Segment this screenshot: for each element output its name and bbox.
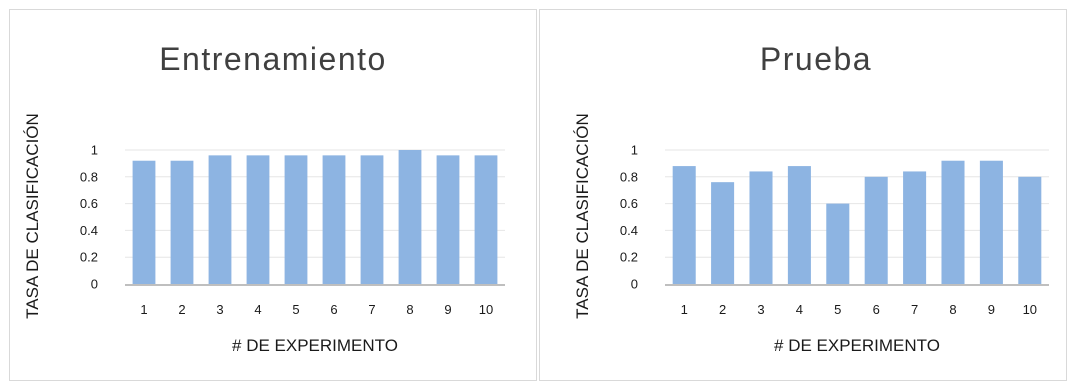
y-tick-label: 0 xyxy=(631,277,638,292)
x-tick-label: 6 xyxy=(330,302,337,317)
x-tick-labels: 1 2 3 4 5 6 7 8 9 10 xyxy=(681,302,1037,317)
bar-5 xyxy=(826,203,850,284)
x-tick-label: 4 xyxy=(254,302,261,317)
x-tick-label: 6 xyxy=(873,302,880,317)
y-tick-label: 0.6 xyxy=(620,196,638,211)
bar-9 xyxy=(436,155,460,284)
x-tick-label: 1 xyxy=(140,302,147,317)
bar-5 xyxy=(284,155,308,284)
y-tick-labels: 0 0.2 0.4 0.6 0.8 1 xyxy=(80,143,98,292)
bar-1 xyxy=(672,166,696,284)
bar-2 xyxy=(711,182,735,284)
x-tick-label: 9 xyxy=(444,302,451,317)
x-tick-label: 5 xyxy=(834,302,841,317)
bar-2 xyxy=(170,160,194,284)
y-tick-labels: 0 0.2 0.4 0.6 0.8 1 xyxy=(620,143,638,292)
y-axis-title: TASA DE CLASIFICACIÓN xyxy=(23,113,42,319)
chart-panel-prueba: Prueba 0 0.2 0.4 0.6 0.8 1 1 2 3 4 5 6 7 8 9 10 TASA D… xyxy=(539,9,1067,381)
x-tick-label: 7 xyxy=(368,302,375,317)
bar-4 xyxy=(246,155,270,284)
x-tick-label: 9 xyxy=(988,302,995,317)
y-tick-label: 1 xyxy=(631,143,638,158)
chart-title: Entrenamiento xyxy=(159,41,387,77)
y-tick-label: 1 xyxy=(91,143,98,158)
bar-6 xyxy=(864,176,888,284)
bar-1 xyxy=(132,160,156,284)
x-tick-label: 3 xyxy=(216,302,223,317)
bar-7 xyxy=(903,171,927,284)
x-tick-label: 2 xyxy=(178,302,185,317)
bar-3 xyxy=(749,171,773,284)
y-tick-label: 0.6 xyxy=(80,196,98,211)
y-tick-label: 0.4 xyxy=(620,223,638,238)
bars xyxy=(132,150,498,284)
x-tick-label: 7 xyxy=(911,302,918,317)
x-tick-label: 10 xyxy=(1023,302,1037,317)
y-tick-label: 0 xyxy=(91,277,98,292)
y-tick-label: 0.8 xyxy=(80,169,98,184)
y-tick-label: 0.4 xyxy=(80,223,98,238)
bar-8 xyxy=(941,160,965,284)
x-tick-label: 2 xyxy=(719,302,726,317)
y-tick-label: 0.2 xyxy=(620,250,638,265)
bar-3 xyxy=(208,155,232,284)
y-axis-title: TASA DE CLASIFICACIÓN xyxy=(573,113,592,319)
x-tick-label: 8 xyxy=(406,302,413,317)
x-axis-title: # DE EXPERIMENTO xyxy=(232,336,398,355)
bar-10 xyxy=(474,155,498,284)
x-tick-label: 10 xyxy=(479,302,493,317)
x-tick-label: 4 xyxy=(796,302,803,317)
chart-title: Prueba xyxy=(760,41,872,77)
chart-entrenamiento: Entrenamiento 0 0.2 0.4 0.6 0.8 1 1 2 3 4 5 6 7 8 9 10… xyxy=(23,41,505,355)
x-tick-label: 5 xyxy=(292,302,299,317)
bar-6 xyxy=(322,155,346,284)
bars xyxy=(672,160,1042,284)
y-tick-label: 0.8 xyxy=(620,169,638,184)
x-tick-label: 3 xyxy=(757,302,764,317)
x-axis-title: # DE EXPERIMENTO xyxy=(774,336,940,355)
bar-10 xyxy=(1018,176,1042,284)
x-tick-labels: 1 2 3 4 5 6 7 8 9 10 xyxy=(140,302,493,317)
y-tick-label: 0.2 xyxy=(80,250,98,265)
bar-7 xyxy=(360,155,384,284)
x-tick-label: 1 xyxy=(681,302,688,317)
bar-9 xyxy=(979,160,1003,284)
bar-4 xyxy=(787,166,811,284)
chart-panel-entrenamiento: Entrenamiento 0 0.2 0.4 0.6 0.8 1 1 2 3 4 5 6 7 8 9 10… xyxy=(9,9,537,381)
chart-prueba: Prueba 0 0.2 0.4 0.6 0.8 1 1 2 3 4 5 6 7 8 9 10 TASA D… xyxy=(573,41,1049,355)
bar-8 xyxy=(398,150,422,284)
x-tick-label: 8 xyxy=(949,302,956,317)
